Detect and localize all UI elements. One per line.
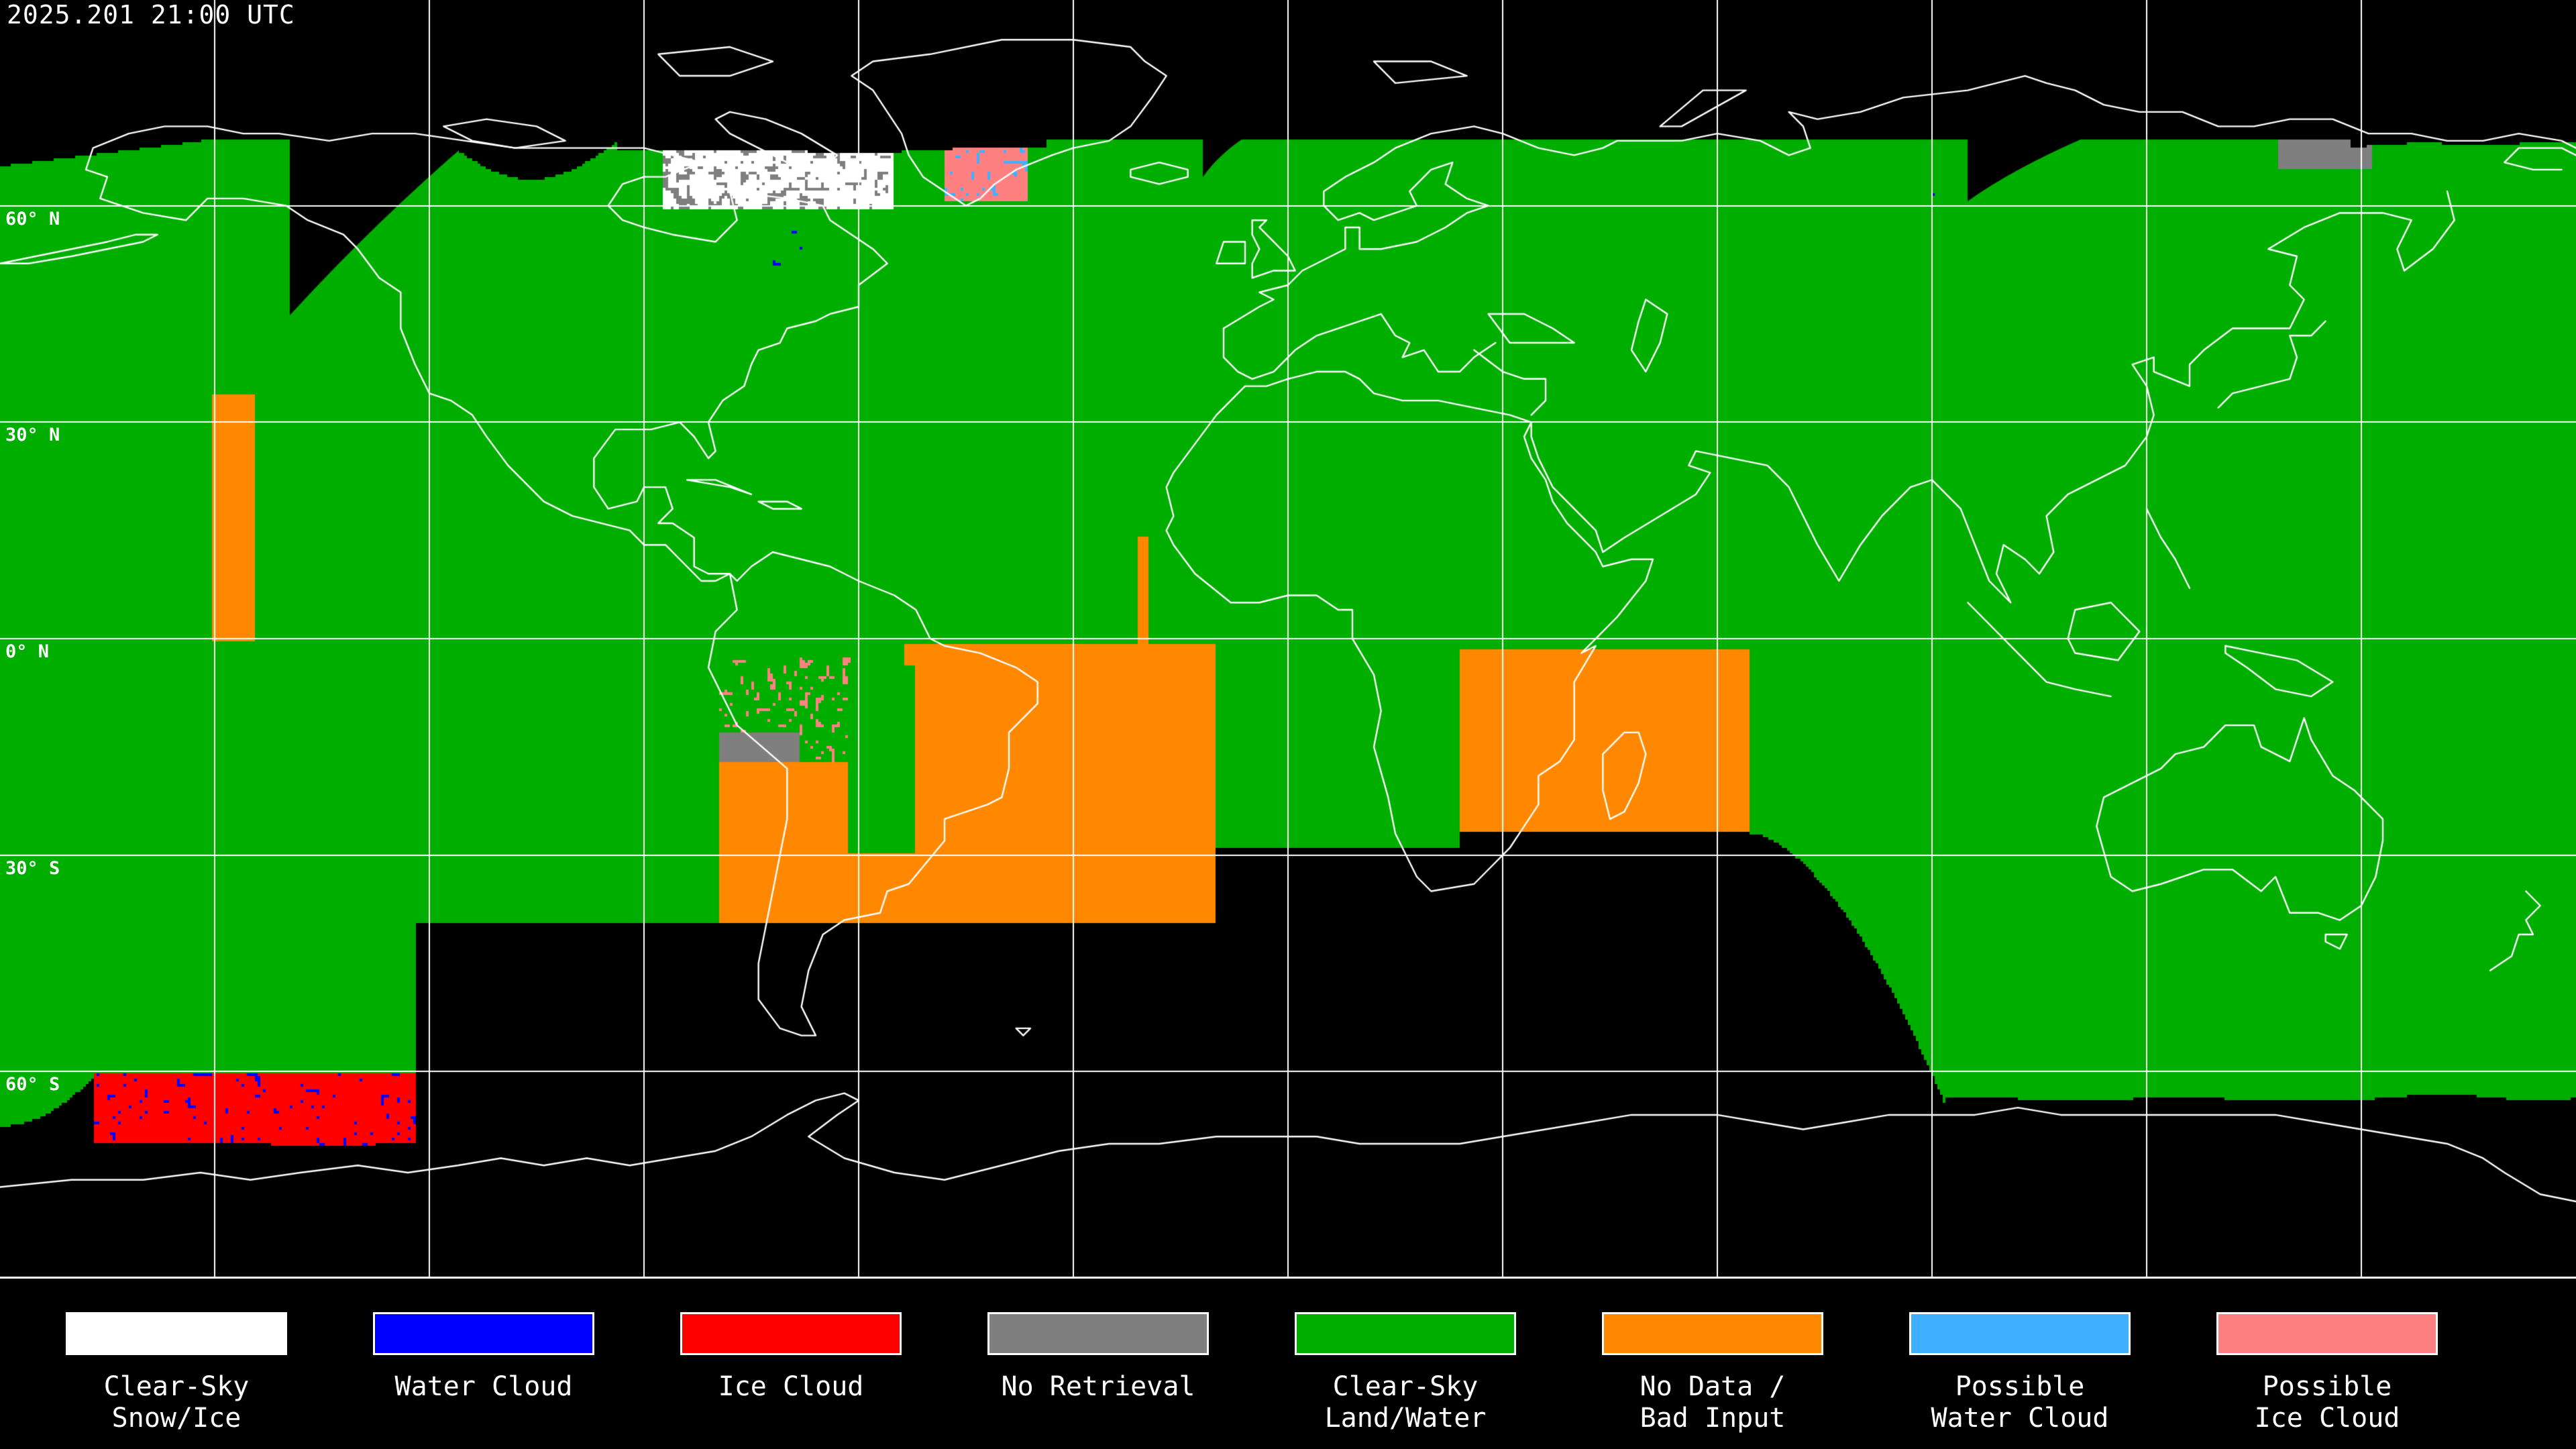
possible-ice-cloud-label: Possible Ice Cloud xyxy=(2254,1371,2400,1434)
legend-item-water-cloud: Water Cloud xyxy=(330,1279,637,1449)
latitude-label: 60° N xyxy=(5,208,60,229)
possible-water-cloud-label: Possible Water Cloud xyxy=(1931,1371,2109,1434)
water-cloud-swatch xyxy=(373,1312,594,1355)
legend-item-clear-sky-snow-ice: Clear-Sky Snow/Ice xyxy=(23,1279,330,1449)
clear-sky-snow-ice-swatch xyxy=(66,1312,287,1355)
clear-sky-land-water-swatch xyxy=(1295,1312,1516,1355)
clear-sky-snow-ice-label: Clear-Sky Snow/Ice xyxy=(103,1371,250,1434)
legend-item-clear-sky-land-water: Clear-Sky Land/Water xyxy=(1252,1279,1559,1449)
ice-cloud-label: Ice Cloud xyxy=(718,1371,864,1402)
no-retrieval-swatch xyxy=(987,1312,1209,1355)
no-data-bad-input-swatch xyxy=(1602,1312,1823,1355)
legend: Clear-Sky Snow/Ice Water Cloud Ice Cloud No… xyxy=(0,1277,2576,1449)
timestamp: 2025.201 21:00 UTC xyxy=(7,0,295,30)
no-data-bad-input-label: No Data / Bad Input xyxy=(1640,1371,1786,1434)
latitude-label: 60° S xyxy=(5,1074,60,1095)
legend-item-ice-cloud: Ice Cloud xyxy=(637,1279,945,1449)
water-cloud-label: Water Cloud xyxy=(394,1371,573,1402)
legend-item-possible-ice-cloud: Possible Ice Cloud xyxy=(2174,1279,2481,1449)
latitude-label: 30° S xyxy=(5,857,60,879)
legend-item-possible-water-cloud: Possible Water Cloud xyxy=(1866,1279,2174,1449)
possible-water-cloud-swatch xyxy=(1909,1312,2131,1355)
no-retrieval-label: No Retrieval xyxy=(1001,1371,1195,1402)
latitude-label: 0° N xyxy=(5,641,50,663)
ice-cloud-swatch xyxy=(680,1312,902,1355)
clear-sky-land-water-label: Clear-Sky Land/Water xyxy=(1324,1371,1487,1434)
latitude-label: 30° N xyxy=(5,425,60,446)
world-cloud-classification-map xyxy=(0,0,2576,1277)
legend-item-no-retrieval: No Retrieval xyxy=(945,1279,1252,1449)
possible-ice-cloud-swatch xyxy=(2216,1312,2438,1355)
legend-item-no-data-bad-input: No Data / Bad Input xyxy=(1559,1279,1866,1449)
